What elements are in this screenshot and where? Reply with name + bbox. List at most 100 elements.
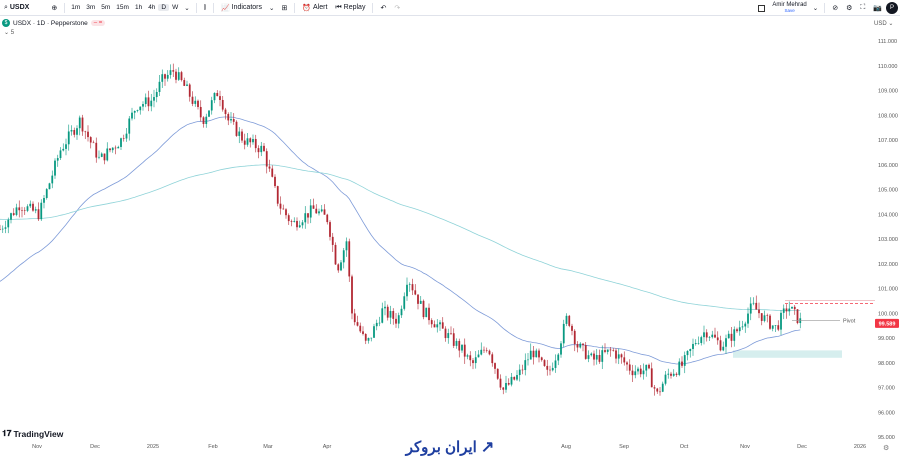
candle-body xyxy=(639,368,642,375)
last-price-label: 99.589 xyxy=(879,321,896,327)
candle-body xyxy=(1,228,4,230)
redo-button[interactable]: ↷ xyxy=(390,1,404,15)
layouts-button[interactable]: ⊞ xyxy=(277,1,291,15)
candle-body xyxy=(282,208,285,210)
candle-body xyxy=(430,320,433,325)
avatar[interactable]: P xyxy=(886,2,898,14)
candle-body xyxy=(455,340,458,346)
candle-body xyxy=(197,100,199,107)
timeframe-5m[interactable]: 5m xyxy=(101,4,111,11)
y-tick-label: 96.000 xyxy=(878,410,895,416)
candle-body xyxy=(15,207,18,215)
settings-button[interactable]: ⚙ xyxy=(842,1,856,15)
candle-body xyxy=(766,315,769,316)
candle-body xyxy=(276,186,279,204)
candle-body xyxy=(397,315,400,324)
candle-body xyxy=(353,313,356,323)
candle-body xyxy=(59,150,62,159)
candle-body xyxy=(686,351,689,356)
quick-search-button[interactable]: ⊘ xyxy=(828,1,842,15)
candle-body xyxy=(560,343,562,355)
candle-body xyxy=(452,333,455,346)
candle-body xyxy=(543,360,546,366)
divider xyxy=(294,2,296,13)
timeframe-4h[interactable]: 4h xyxy=(148,4,156,11)
chevron-down-icon[interactable]: ⌄ xyxy=(184,4,190,12)
candle-body xyxy=(419,300,422,304)
x-tick-label: Aug xyxy=(561,444,571,450)
candle-body xyxy=(617,354,620,359)
candle-body xyxy=(175,71,177,80)
candle-body xyxy=(65,144,67,149)
screenshot-button[interactable]: 📷 xyxy=(869,1,886,15)
compare-button[interactable]: ⊕ xyxy=(47,1,61,15)
symbol-search[interactable]: ⌕ USDX xyxy=(4,3,30,12)
layout-checkbox[interactable] xyxy=(754,1,769,15)
candle-body xyxy=(375,322,378,327)
y-tick-label: 110.000 xyxy=(878,64,897,70)
timeframe-3m[interactable]: 3m xyxy=(86,4,96,11)
candle-body xyxy=(183,80,186,86)
replay-icon: ⏮ xyxy=(335,3,344,11)
timeframe-1m[interactable]: 1m xyxy=(71,4,81,11)
y-tick-label: 100.000 xyxy=(878,311,898,317)
price-chart[interactable]: Pivot 99.589 111.000 110.000 109.000 108.000 1… xyxy=(0,16,900,456)
candle-body xyxy=(549,369,551,371)
alert-button[interactable]: ⏰ Alert xyxy=(302,4,328,12)
candle-body xyxy=(62,148,65,151)
y-tick-label: 101.000 xyxy=(878,287,898,293)
y-tick-label: 108.000 xyxy=(878,113,898,119)
candle-body xyxy=(219,96,221,100)
candle-body xyxy=(268,166,271,169)
candle-body xyxy=(298,225,301,228)
candle-body xyxy=(485,350,488,351)
candle-body xyxy=(612,350,615,351)
legend-buttons[interactable]: – = xyxy=(90,20,106,26)
timeframe-1h[interactable]: 1h xyxy=(134,4,143,11)
candle-body xyxy=(461,344,463,351)
gear-icon: ⚙ xyxy=(846,5,853,12)
candle-body xyxy=(579,343,582,348)
search-icon: ⌕ xyxy=(4,3,10,11)
timeframe-w[interactable]: W xyxy=(172,4,179,11)
candle-body xyxy=(172,70,175,72)
candle-body xyxy=(664,374,667,384)
candle-body xyxy=(395,318,397,324)
candle-body xyxy=(527,359,529,361)
candle-body xyxy=(392,311,395,319)
candle-body xyxy=(670,373,672,376)
indicators-button[interactable]: 📈 Indicators xyxy=(220,4,262,12)
candle-body xyxy=(177,72,180,80)
candle-body xyxy=(697,343,700,344)
timeframe-15m[interactable]: 15m xyxy=(116,4,129,11)
candle-body xyxy=(546,365,549,370)
fullscreen-button[interactable]: ⛶ xyxy=(856,1,869,15)
candle-body xyxy=(623,357,626,363)
candle-body xyxy=(232,119,235,122)
candle-body xyxy=(571,325,573,331)
chevron-down-icon[interactable]: ⌄ xyxy=(812,5,819,12)
candle-body xyxy=(155,92,158,98)
candle-body xyxy=(433,324,436,328)
candle-body xyxy=(142,104,144,107)
timeframe-d[interactable]: D xyxy=(158,4,170,11)
user-menu[interactable]: Amir Mehrad Save xyxy=(772,2,807,13)
axis-settings-icon[interactable]: ⚙ xyxy=(883,445,890,452)
candle-body xyxy=(573,330,576,345)
candle-body xyxy=(477,354,480,358)
candle-body xyxy=(540,357,543,361)
candle-body xyxy=(488,350,491,355)
candle-body xyxy=(246,138,249,145)
chevron-down-icon[interactable]: ⌄ xyxy=(269,4,275,12)
y-tick-label: 103.000 xyxy=(878,237,898,243)
chart-type-button[interactable]: ⫾ xyxy=(200,1,210,15)
candle-body xyxy=(238,131,241,136)
candle-body xyxy=(593,353,595,360)
y-tick-label: 102.000 xyxy=(878,262,898,268)
candle-body xyxy=(590,353,593,356)
candle-body xyxy=(472,360,474,364)
currency-select[interactable]: USD ⌄ xyxy=(874,21,894,27)
undo-button[interactable]: ↶ xyxy=(376,1,390,15)
indicators-collapse[interactable]: ⌄ 5 xyxy=(4,30,15,36)
replay-button[interactable]: ⏮ Replay xyxy=(335,3,366,12)
